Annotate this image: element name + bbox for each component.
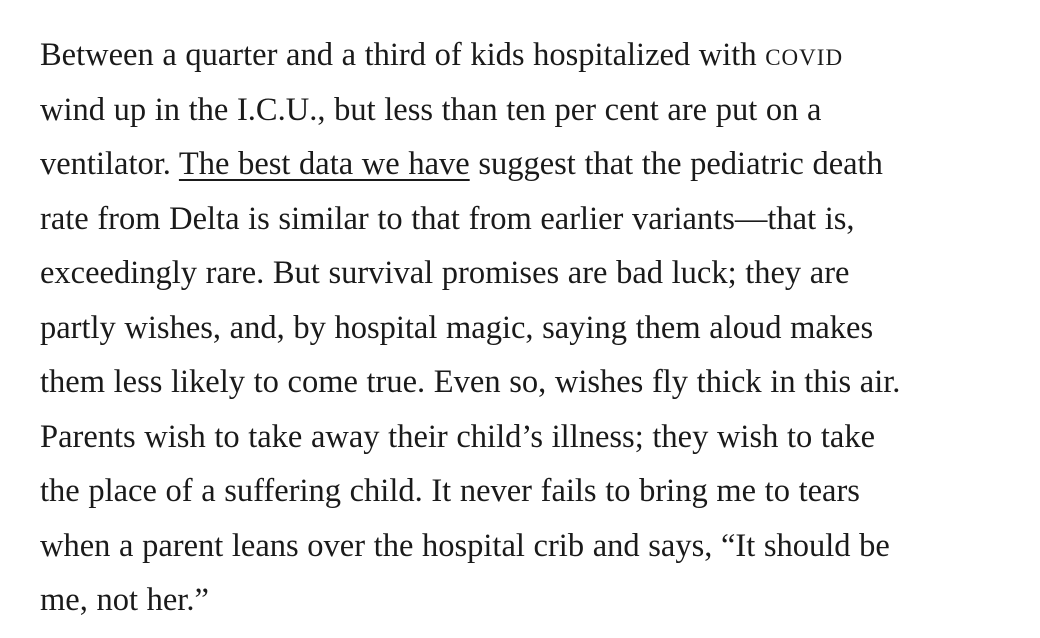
line-text: Between a quarter and a third of kids ho… — [40, 37, 766, 73]
covid-smallcaps: covid — [765, 37, 844, 73]
paragraph-line-1: Between a quarter and a third of kids ho… — [40, 28, 1030, 83]
article-paragraph: Between a quarter and a third of kids ho… — [40, 28, 1030, 628]
paragraph-line-4: rate from Delta is similar to that from … — [40, 200, 855, 237]
best-data-link[interactable]: The best data we have — [178, 146, 470, 182]
paragraph-line-7: them less likely to come true. Even so, … — [40, 364, 901, 400]
paragraph-line-11: me, not her.” — [40, 582, 209, 618]
paragraph-line-2: wind up in the I.C.U., but less than ten… — [40, 91, 822, 128]
paragraph-line-8: Parents wish to take away their child’s … — [40, 418, 875, 455]
paragraph-line-3: ventilator. The best data we have sugges… — [40, 137, 1030, 192]
line-text: ventilator. — [40, 146, 179, 182]
paragraph-line-10: when a parent leans over the hospital cr… — [40, 527, 890, 564]
paragraph-line-5: exceedingly rare. But survival promises … — [40, 255, 850, 291]
paragraph-line-6: partly wishes, and, by hospital magic, s… — [40, 309, 874, 346]
paragraph-line-9: the place of a suffering child. It never… — [40, 473, 860, 509]
line-text: suggest that the pediatric death — [469, 146, 883, 182]
